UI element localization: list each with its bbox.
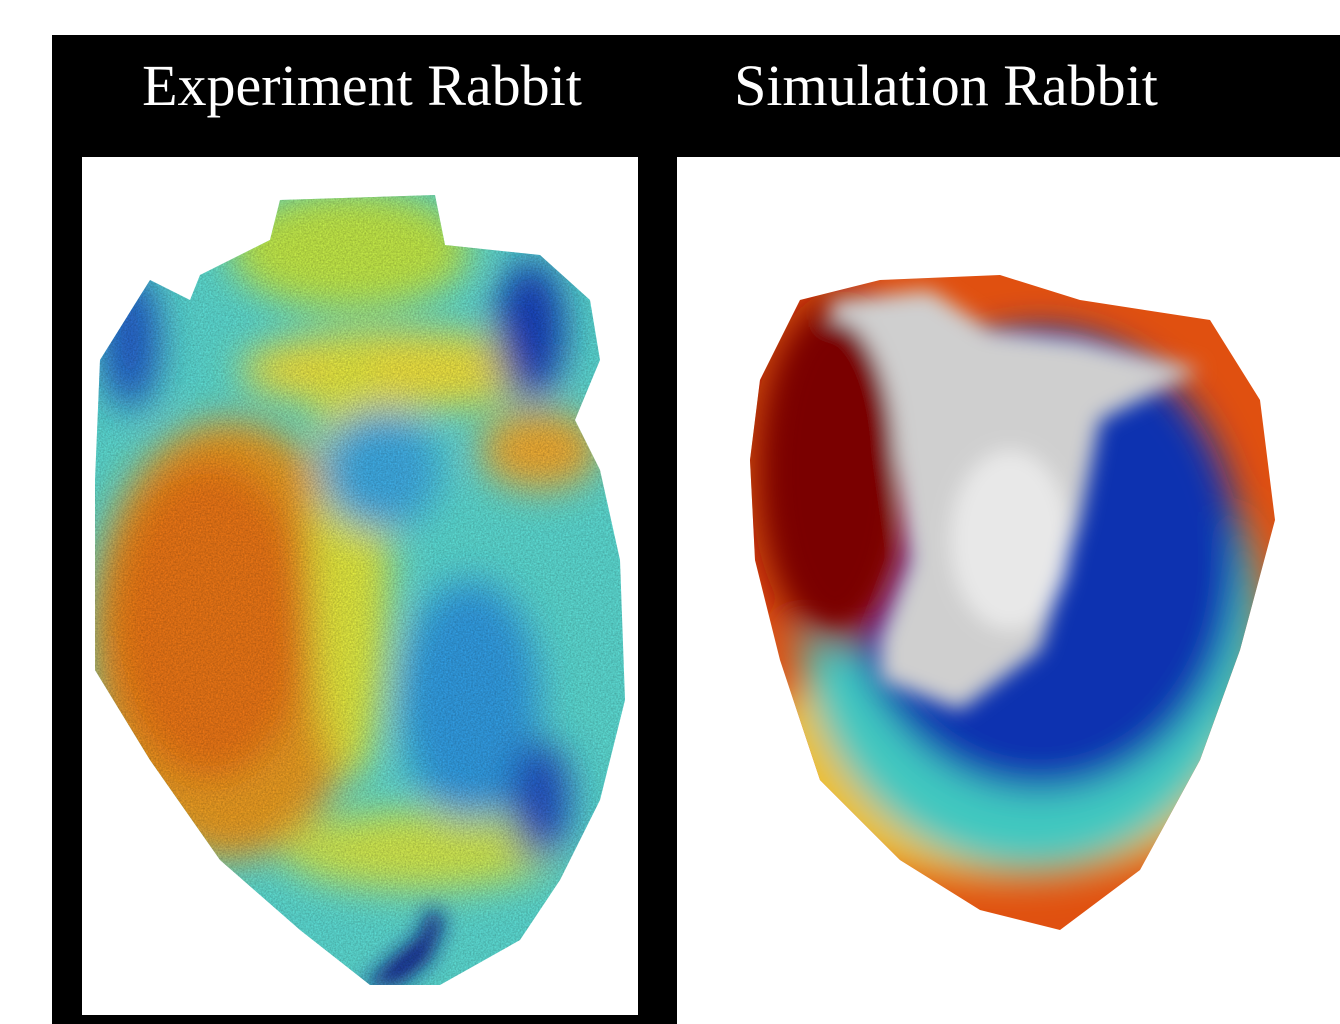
panel-title: Experiment Rabbit <box>142 53 582 118</box>
page: Experiment Rabbit Simulation Rabbit <box>0 0 1340 1024</box>
panel-title: Simulation Rabbit <box>734 53 1158 118</box>
figure: Experiment Rabbit Simulation Rabbit <box>0 0 1340 1024</box>
